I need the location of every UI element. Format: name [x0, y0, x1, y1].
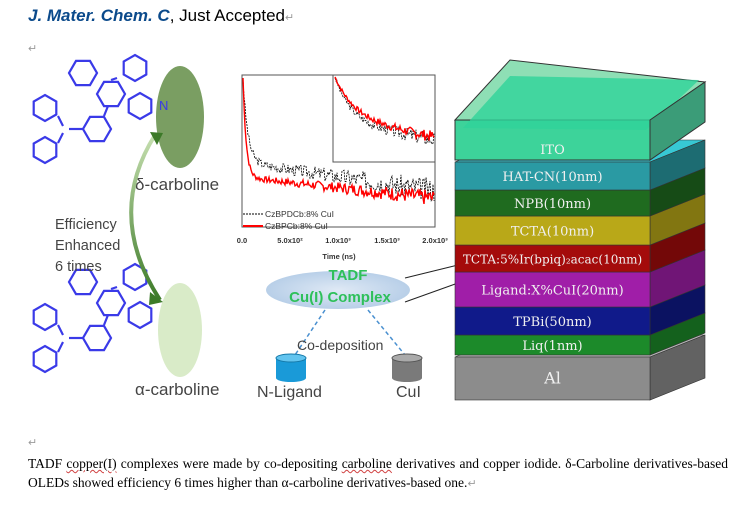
benzene-ring: [122, 53, 148, 83]
layer-label: HAT-CN(10nm): [502, 170, 602, 185]
layer-label: TCTA(10nm): [511, 225, 594, 240]
x-tick-label: 5.0x10²: [277, 236, 303, 245]
delta-carboline-label: δ-carboline: [135, 175, 219, 194]
benzene-ring: [81, 324, 113, 352]
layer-label: Al: [543, 369, 561, 388]
benzene-ring: [67, 59, 99, 87]
layer-label: TCTA:5%Ir(bpiq)₂acac(10nm): [463, 253, 642, 267]
complex-ellipse: [266, 271, 410, 309]
device-layer: ITO: [453, 59, 707, 161]
arrow-head-icon: [150, 132, 163, 145]
legend-label-0: CzBPDCb:8% CuI: [265, 209, 334, 219]
benzene-ring: [122, 262, 148, 292]
benzene-ring: [81, 115, 113, 143]
arrow-tail-icon: [149, 292, 163, 305]
pointer-line: [404, 264, 459, 279]
paragraph-mark: ↵: [28, 43, 38, 55]
layer-label: Ligand:X%CuI(20nm): [481, 284, 623, 299]
oled-device-stack: Al Liq(1nm) TPBi(50nm) Ligand:X%CuI(20nm) TC…: [453, 59, 707, 401]
efficiency-text: Efficiency Enhanced 6 times: [55, 217, 124, 275]
alpha-carboline-molecule: [32, 262, 202, 377]
header-title: J. Mater. Chem. C, Just Accepted↵: [28, 6, 294, 26]
benzene-ring: [127, 91, 153, 121]
benzene-ring: [32, 344, 58, 374]
alpha-carboline-label: α-carboline: [135, 380, 219, 399]
abstract-text: TADF copper(I) complexes were made by co…: [28, 456, 728, 490]
x-tick-label: 2.0x10³: [422, 236, 448, 245]
cu-complex-label: Cu(I) Complex: [289, 289, 391, 306]
benzene-ring: [32, 135, 58, 165]
layer-label: TPBi(50nm): [513, 315, 592, 330]
n-atom-label: N: [159, 98, 168, 113]
benzene-ring: [32, 302, 58, 332]
n-ligand-cylinder-icon: [275, 353, 307, 382]
inset-series-czbpdcb: [334, 77, 435, 145]
benzene-ring: [95, 80, 127, 108]
delta-carboline-molecule: N: [32, 53, 204, 168]
x-tick-label: 0.0: [237, 236, 247, 245]
benzene-ring: [32, 93, 58, 123]
journal-name: J. Mater. Chem. C: [28, 6, 170, 25]
x-tick-label: 1.5x10³: [374, 236, 400, 245]
benzene-ring: [95, 289, 127, 317]
benzene-ring: [67, 268, 99, 296]
alpha-highlight-ellipse: [158, 283, 202, 377]
deposition-line: [294, 309, 326, 356]
graphical-abstract: N δ-carboline α-carboline Efficiency Enh…: [32, 53, 707, 401]
inset-series-czbpcb: [334, 76, 435, 141]
tadf-label: TADF: [329, 267, 368, 284]
layer-label: NPB(10nm): [514, 197, 591, 212]
cui-cylinder-icon: [391, 353, 423, 382]
benzene-ring: [127, 300, 153, 330]
pointer-line: [404, 282, 459, 303]
paragraph-mark: ↵: [28, 437, 38, 449]
inset-frame: [332, 74, 436, 163]
deposition-line: [367, 309, 406, 356]
series-czbpcb: [242, 77, 435, 205]
decay-plot: CzBPDCb:8% CuI CzBPCb:8% CuI 0.0 5.0x10²…: [237, 74, 448, 261]
x-tick-label: 1.0x10³: [325, 236, 351, 245]
layer-label: ITO: [540, 143, 564, 158]
status-text: , Just Accepted: [169, 6, 286, 25]
paragraph-mark: ↵: [285, 12, 295, 24]
x-axis-label: Time (ns): [322, 252, 356, 261]
cui-label: CuI: [396, 384, 421, 401]
layer-label: Liq(1nm): [522, 339, 582, 354]
delta-highlight-ellipse: [156, 66, 204, 168]
enhancement-arrow: [129, 133, 162, 302]
co-deposition-label: Co-deposition: [297, 337, 383, 353]
n-ligand-label: N-Ligand: [257, 384, 322, 401]
legend-label-1: CzBPCb:8% CuI: [265, 221, 328, 231]
